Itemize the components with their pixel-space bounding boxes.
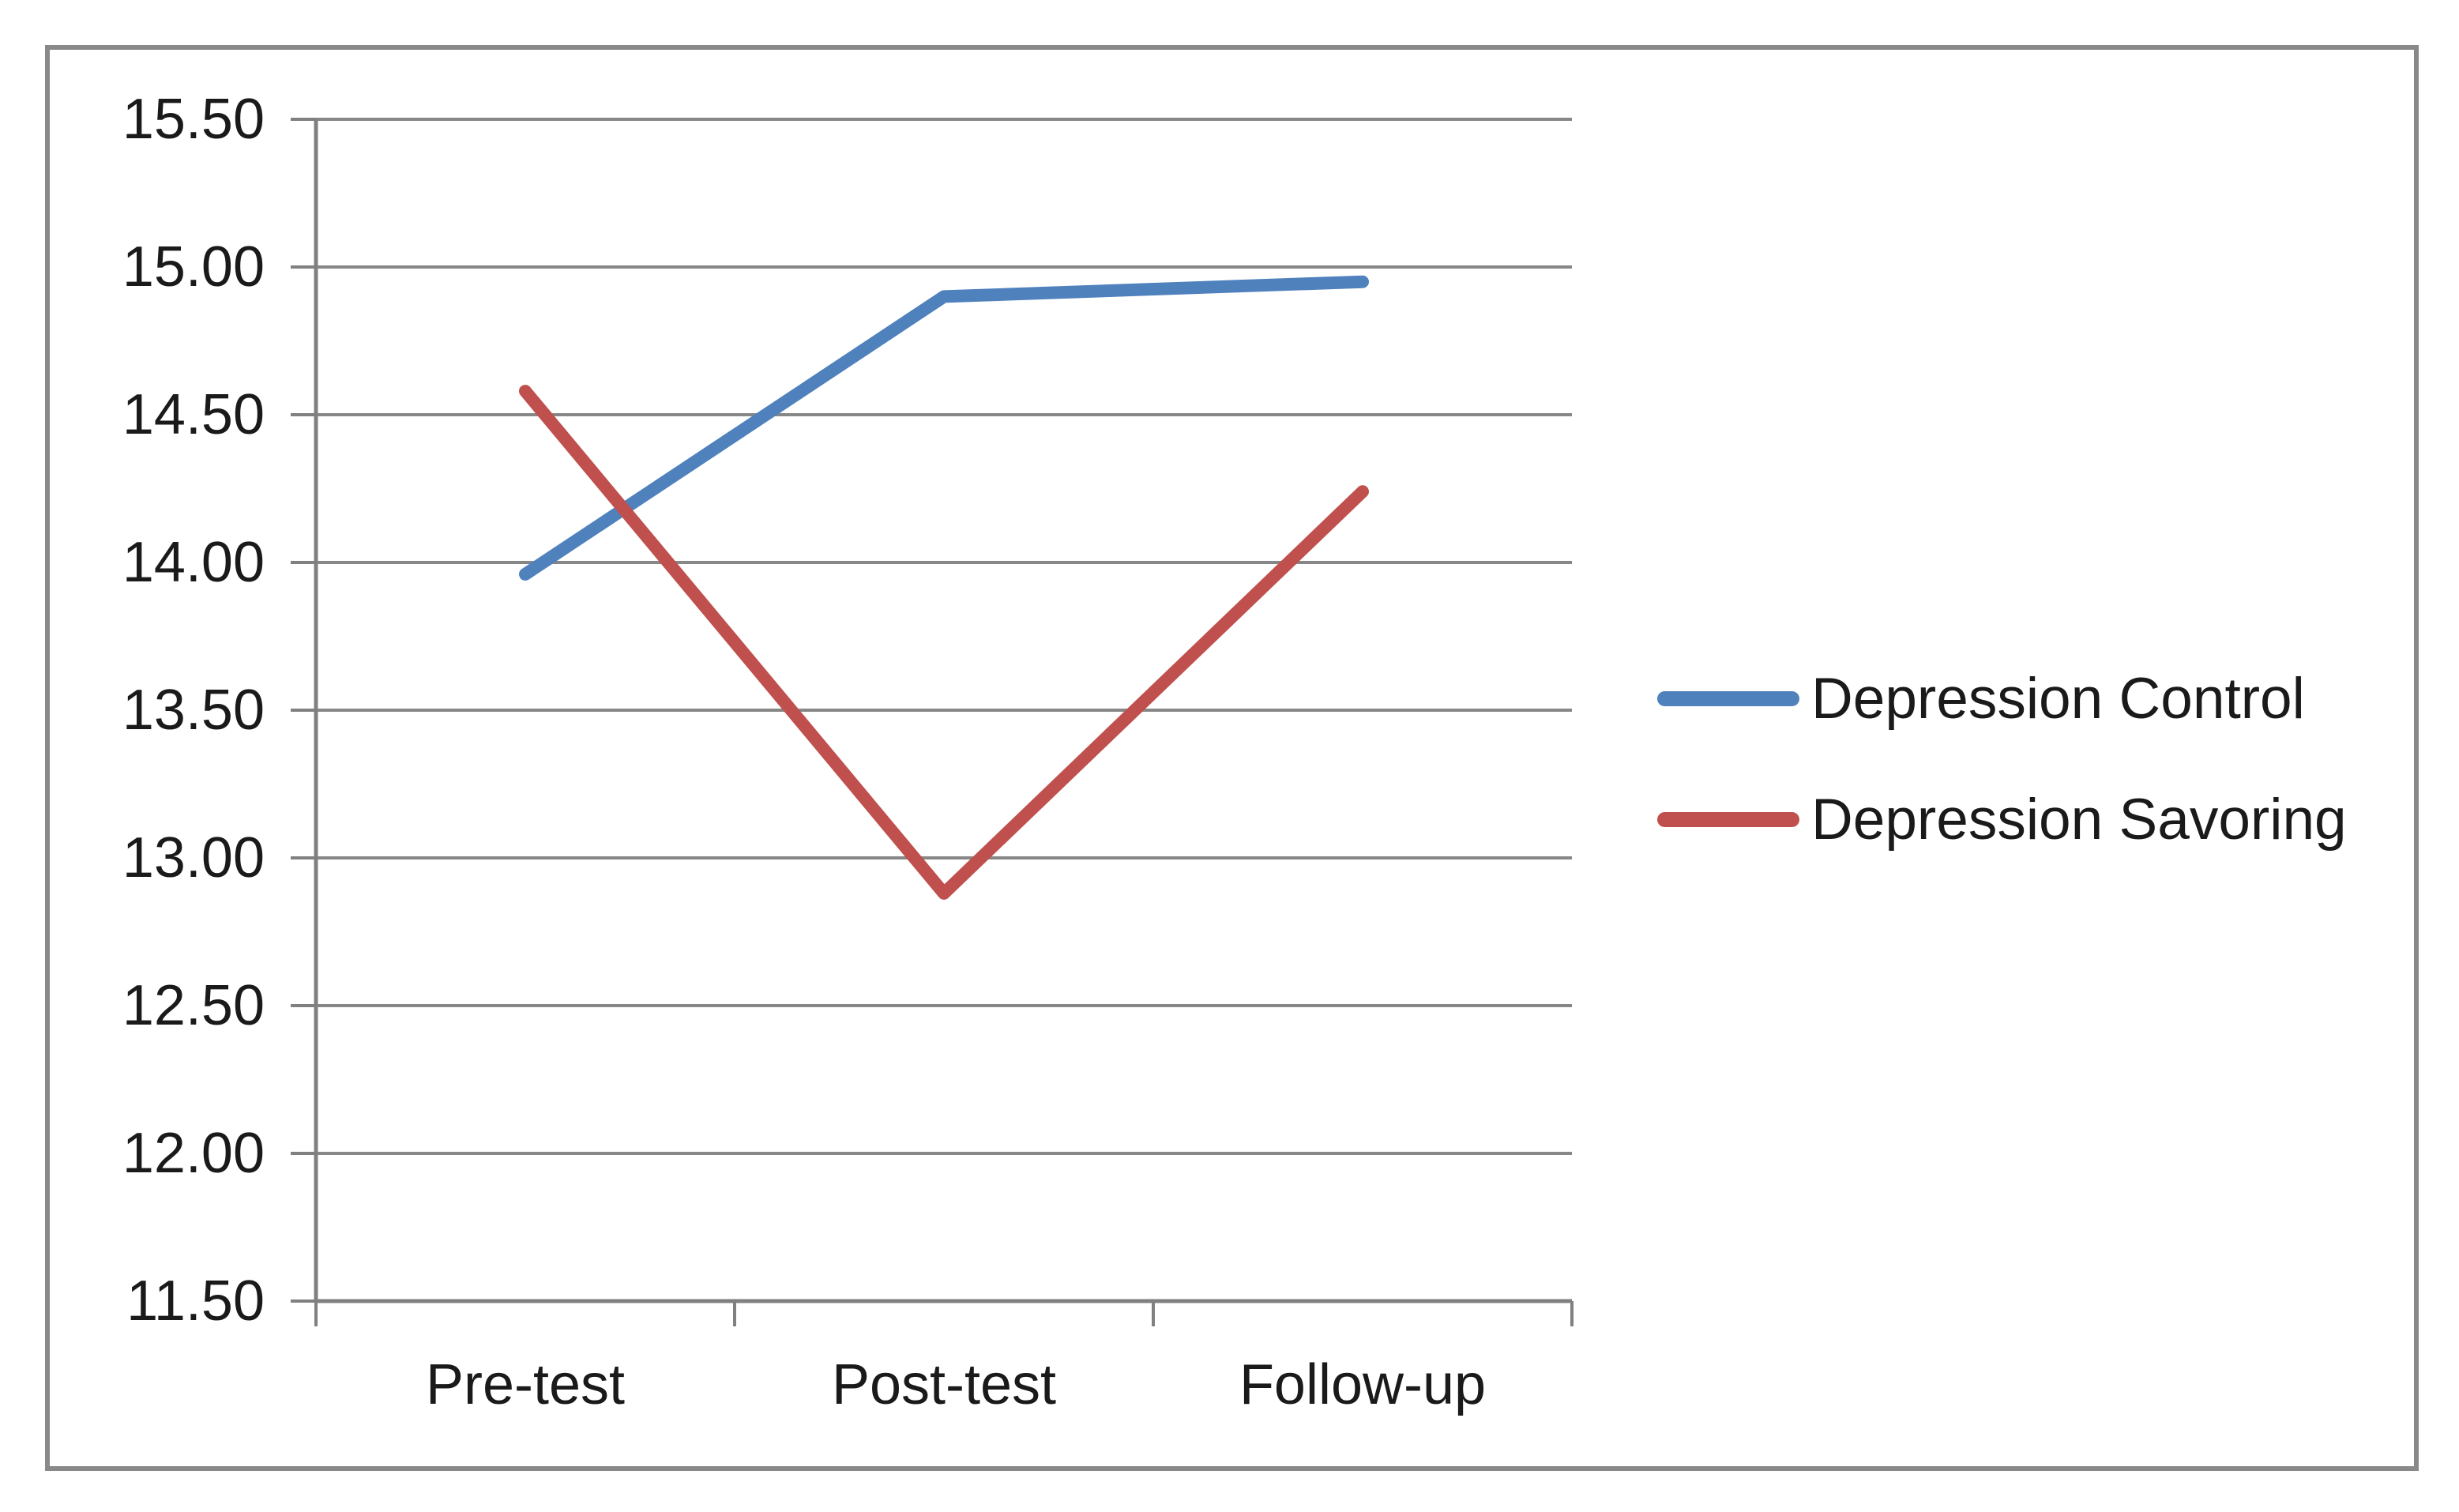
y-axis-tick-label: 15.00 — [122, 235, 265, 299]
legend-line-swatch-red — [1657, 811, 1799, 827]
series-line-depression-savoring — [519, 385, 1369, 900]
y-axis-tick-label: 15.50 — [122, 88, 265, 151]
legend-item-depression-savoring: Depression Savoring — [1657, 787, 2347, 852]
y-axis-tick-label: 12.00 — [122, 1122, 265, 1185]
legend-label: Depression Control — [1811, 666, 2305, 731]
x-axis-category-label: Follow-up — [1239, 1353, 1487, 1416]
y-axis-tick-label: 14.00 — [122, 531, 265, 594]
legend-line-swatch-blue — [1657, 690, 1799, 706]
x-axis-category-label: Post-test — [831, 1353, 1057, 1416]
legend-label: Depression Savoring — [1811, 787, 2347, 852]
series-line-depression-control — [519, 275, 1369, 581]
legend-item-depression-control: Depression Control — [1657, 666, 2305, 731]
y-axis-tick-label: 12.50 — [122, 974, 265, 1037]
x-axis-category-label: Pre-test — [425, 1353, 626, 1416]
y-axis-tick-label: 14.50 — [122, 383, 265, 446]
y-axis-tick-label: 13.00 — [122, 826, 265, 890]
y-axis-tick-label: 11.50 — [126, 1269, 265, 1333]
y-axis-tick-label: 13.50 — [122, 679, 265, 742]
